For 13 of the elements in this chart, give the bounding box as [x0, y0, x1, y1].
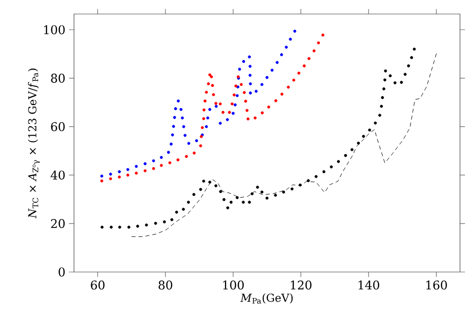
- y-tick-label: 60: [51, 122, 65, 132]
- y-tick-label: 100: [44, 25, 65, 34]
- y-tick-label: 40: [50, 170, 65, 180]
- x-tick-label: 100: [223, 280, 244, 290]
- y-tick-label: 80: [51, 74, 65, 83]
- x-tick-label: 60: [90, 280, 105, 290]
- x-tick-label: 80: [158, 280, 172, 290]
- x-tick-label: 160: [426, 280, 447, 290]
- y-tick-label: 0: [58, 267, 65, 277]
- x-axis-title: M$_{Pa}$(GeV): [240, 293, 293, 304]
- x-tick-label: 120: [290, 280, 312, 290]
- y-tick-label: 20: [51, 219, 65, 228]
- x-tick-label: 140: [358, 280, 380, 290]
